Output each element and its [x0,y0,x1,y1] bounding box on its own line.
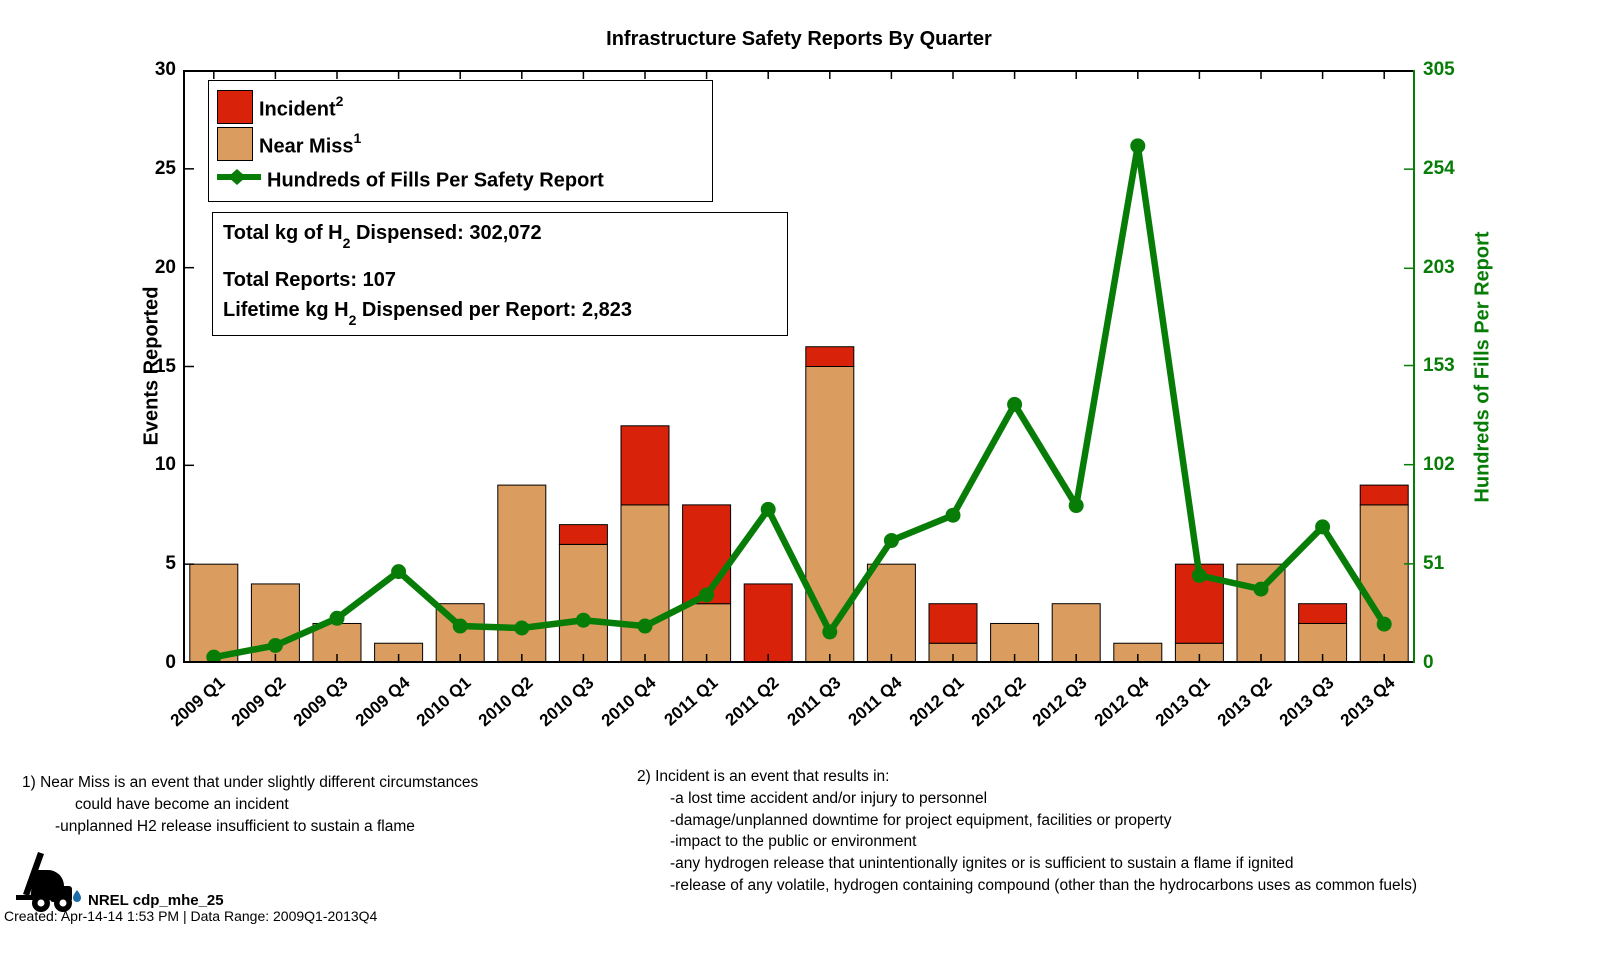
line-marker [329,610,345,626]
legend-item-incident: Incident2 [217,88,704,125]
left-axis-tick-label: 5 [165,553,176,575]
line-marker [391,564,407,580]
left-axis-tick-label: 0 [165,652,176,673]
created-timestamp: Created: Apr-14-14 1:53 PM | Data Range:… [4,908,378,924]
near-miss-bar [866,563,916,663]
line-marker [945,507,961,523]
line-marker [883,533,899,549]
line-marker [1007,396,1023,412]
line-marker [575,612,591,628]
right-axis-tick-label: 203 [1423,257,1455,279]
fills-per-report-line [210,142,1388,661]
legend-item-label: Near Miss1 [259,130,362,158]
right-axis-tick-label: 305 [1423,59,1455,80]
line-marker [1068,498,1084,514]
near-miss-bar [682,603,732,663]
near-miss-bar [189,563,239,663]
footnote-line: -a lost time accident and/or injury to p… [670,789,988,807]
line-marker [1376,616,1392,632]
incident-bar [1298,603,1348,624]
footnote-line: 1) Near Miss is an event that under slig… [22,774,479,791]
right-axis-tick-label: 51 [1423,552,1445,574]
line-marker [699,587,715,603]
line-marker [1253,581,1269,597]
left-axis-tick-label: 20 [154,256,176,278]
right-axis-tick-label: 0 [1423,652,1434,673]
lifetime-kg-per-report: Lifetime kg H2 Dispensed per Report: 2,8… [223,299,633,328]
incident-bar [620,425,670,506]
chart-title: Infrastructure Safety Reports By Quarter [606,28,992,50]
near-miss-bar [1359,504,1409,663]
incident-bar [928,603,978,644]
plot-area [183,70,1415,663]
right-axis-tick-label: 153 [1423,354,1455,376]
incident-bar [1359,484,1409,506]
summary-info-box: Total kg of H2 Dispensed: 302,072 Total … [212,212,788,336]
near-miss-bar [805,366,855,663]
legend: Incident2 Near Miss1 Hundreds of Fills P… [208,80,713,202]
line-marker-icon [217,169,261,185]
legend-item-fills-line: Hundreds of Fills Per Safety Report [217,162,704,192]
footnote-line: could have become an incident [75,795,289,813]
footnote-near-miss: 1) Near Miss is an event that under slig… [22,772,478,837]
near-miss-bar [620,504,670,663]
footnote-line: -any hydrogen release that unintentional… [670,855,1294,873]
near-miss-bar [558,543,608,663]
right-axis-tick-label: 254 [1423,158,1455,180]
total-reports: Total Reports: 107 [223,269,396,291]
line-marker [822,624,838,640]
line-marker [514,620,530,636]
line-marker [637,618,653,634]
line-marker [206,649,222,663]
near-miss-swatch-icon [217,126,253,161]
legend-item-near-miss: Near Miss1 [217,125,704,162]
footnote-incident: 2) Incident is an event that results in:… [637,766,1417,897]
near-miss-bar [1113,642,1163,663]
incident-bar [558,524,608,545]
incident-bar [805,346,855,368]
footnote-line: 2) Incident is an event that results in: [637,768,890,785]
footnote-line: -release of any volatile, hydrogen conta… [670,876,1418,894]
incident-swatch-icon [217,89,253,124]
legend-item-label: Incident2 [259,93,344,121]
incident-bar [682,504,732,605]
line-marker [452,618,468,634]
near-miss-bar [497,484,547,663]
right-axis-tick-label: 102 [1423,453,1455,475]
near-miss-bar [374,642,424,663]
footnote-line: -damage/unplanned downtime for project e… [670,811,1172,829]
footnote-line: -unplanned H2 release insufficient to su… [55,817,415,835]
forklift-icon [16,852,81,912]
incident-bar [743,583,793,663]
footnote-line: -impact to the public or environment [670,833,917,851]
total-kg-dispensed: Total kg of H2 Dispensed: 302,072 [223,222,542,251]
left-axis-tick-label: 25 [154,157,176,179]
line-marker [1315,519,1331,535]
legend-item-label: Hundreds of Fills Per Safety Report [267,169,604,192]
near-miss-bar [1236,563,1286,663]
droplet-icon [73,890,81,902]
line-marker [1191,568,1207,584]
line-marker [267,638,283,654]
left-axis-tick-label: 15 [154,355,176,377]
near-miss-bar [1051,603,1101,663]
line-marker [760,501,776,517]
line-marker [1130,138,1146,154]
nrel-cdp-label: NREL cdp_mhe_25 [88,892,224,909]
left-axis-tick-label: 30 [154,59,176,80]
left-axis-tick-label: 10 [154,454,176,476]
